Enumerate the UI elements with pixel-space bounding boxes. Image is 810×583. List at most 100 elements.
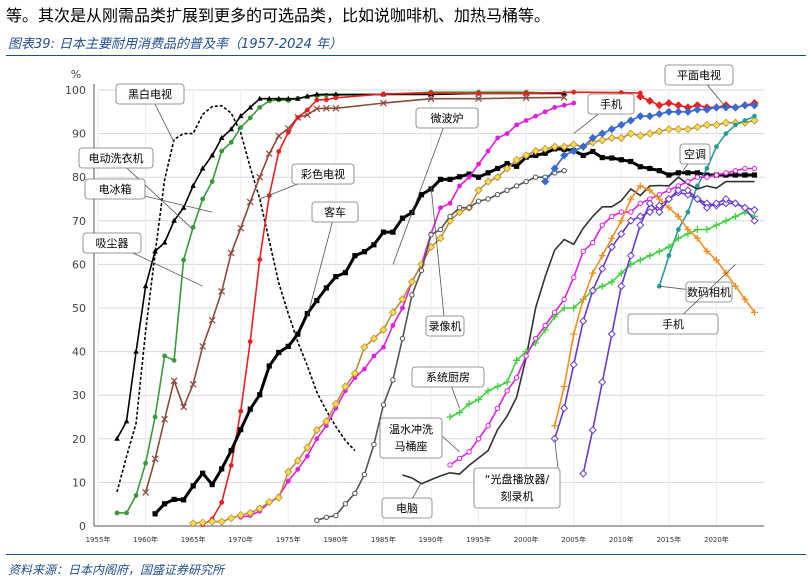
callout-label: 录像机 — [429, 319, 462, 333]
data-point — [342, 501, 349, 507]
data-point — [560, 142, 569, 151]
data-point — [664, 99, 673, 108]
callout-box — [425, 315, 465, 337]
data-point — [695, 183, 700, 189]
data-point — [626, 129, 635, 138]
series-line — [402, 176, 755, 485]
data-point — [599, 154, 605, 161]
callout-box — [664, 64, 734, 86]
series-14 — [447, 165, 758, 468]
x-tick-label: 1965年 — [181, 535, 206, 544]
data-point — [313, 105, 321, 113]
data-point — [246, 198, 254, 206]
data-point — [143, 460, 148, 466]
data-point — [589, 269, 597, 277]
data-point — [683, 107, 692, 116]
data-point — [569, 140, 578, 149]
series-line — [144, 96, 565, 493]
data-point — [238, 408, 244, 414]
data-point — [342, 270, 348, 276]
data-point — [522, 94, 530, 102]
data-point — [599, 222, 605, 228]
data-point — [561, 102, 567, 108]
data-point — [333, 274, 339, 280]
data-point — [522, 151, 531, 160]
data-point — [550, 142, 559, 151]
data-point — [580, 248, 586, 255]
data-point — [598, 136, 607, 145]
data-point — [588, 133, 597, 143]
data-point — [733, 122, 738, 128]
callout-box — [78, 147, 154, 169]
data-point — [569, 146, 578, 156]
data-point — [742, 165, 748, 172]
data-point — [588, 286, 597, 295]
data-point — [514, 163, 520, 169]
data-point — [447, 213, 453, 220]
data-point — [123, 418, 130, 424]
series-2 — [114, 90, 567, 441]
data-point — [303, 111, 311, 119]
callout-ac: 空调 — [678, 143, 711, 178]
data-point — [218, 134, 225, 140]
data-point — [504, 131, 510, 136]
data-point — [474, 186, 483, 195]
data-point — [750, 205, 759, 214]
data-point — [456, 205, 463, 211]
data-point — [721, 199, 730, 208]
callout-label: 系统厨房 — [426, 371, 470, 384]
data-point — [466, 449, 472, 455]
data-point — [314, 91, 320, 97]
data-point — [285, 95, 292, 101]
data-point — [323, 285, 329, 291]
callout-box — [311, 201, 359, 223]
data-point — [447, 462, 453, 468]
callout-label: 马桶座 — [395, 439, 428, 453]
data-point — [721, 118, 731, 127]
x-tick-label: 2010年 — [609, 535, 634, 544]
data-point — [712, 103, 721, 112]
intro-paragraph: 等。其次是从刚需品类扩展到更多的可选品类，比如说咖啡机、加热马桶等。 — [6, 6, 551, 25]
data-point — [531, 146, 540, 156]
data-point — [495, 165, 501, 172]
data-point — [323, 92, 329, 98]
data-point — [293, 456, 302, 465]
data-point — [332, 104, 340, 112]
data-point — [180, 403, 188, 411]
data-point — [541, 177, 550, 186]
data-point — [664, 107, 673, 116]
y-tick-label: 60 — [72, 258, 86, 271]
data-point — [626, 216, 635, 225]
source-note: 资料来源：日本内阁府，国盛证券研究所 — [8, 563, 225, 577]
callout-box — [291, 163, 355, 185]
data-point — [381, 91, 386, 97]
data-point — [655, 208, 664, 217]
callout-box — [379, 417, 443, 459]
data-point — [598, 378, 607, 387]
data-point — [428, 90, 434, 96]
data-point — [704, 166, 710, 171]
data-point — [751, 165, 758, 172]
data-point — [475, 95, 482, 103]
data-point — [266, 363, 272, 369]
callout-microwave: 微波炉 — [392, 107, 479, 265]
data-point — [380, 402, 387, 408]
callout-leader — [115, 157, 194, 230]
data-point — [303, 443, 312, 452]
data-point — [742, 118, 748, 123]
data-point — [636, 182, 644, 190]
callout-label: 彩色电视 — [301, 167, 345, 181]
data-point — [598, 282, 606, 290]
data-point — [247, 104, 254, 110]
data-point — [274, 493, 283, 502]
data-point — [685, 178, 691, 185]
data-point — [512, 155, 521, 164]
data-point — [331, 399, 340, 408]
data-point — [656, 283, 662, 289]
chart-series — [114, 89, 759, 528]
data-point — [523, 91, 529, 96]
data-point — [457, 183, 462, 189]
data-point — [636, 131, 645, 140]
data-point — [304, 107, 310, 113]
y-tick-label: 90 — [72, 128, 86, 141]
